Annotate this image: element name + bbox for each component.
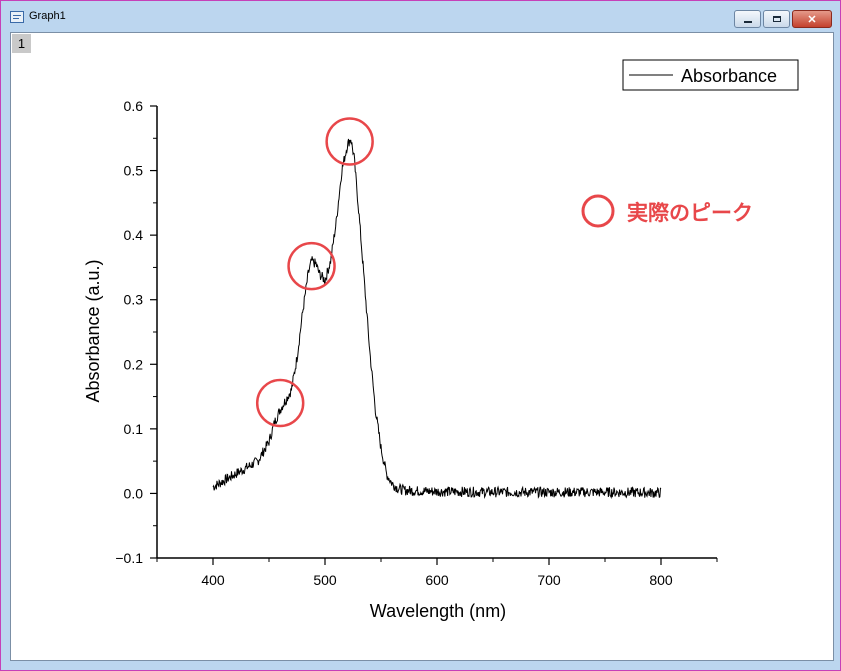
maximize-button[interactable]: [763, 10, 790, 28]
legend-label: Absorbance: [681, 66, 777, 86]
y-tick-label: 0.0: [124, 485, 144, 501]
graph-page[interactable]: 1: [10, 32, 834, 661]
window-title: Graph1: [29, 10, 66, 22]
close-icon: ✕: [807, 13, 817, 26]
y-tick-label: 0.3: [124, 292, 144, 308]
peak-marker-circle: [287, 241, 336, 291]
annotation: 実際のピーク: [581, 194, 753, 228]
legend[interactable]: Absorbance: [622, 59, 799, 91]
y-tick-label: 0.4: [124, 227, 144, 243]
x-tick-label: 500: [313, 572, 337, 588]
annotation-label: 実際のピーク: [627, 201, 753, 225]
x-tick-label: 800: [649, 572, 673, 588]
layer-tab[interactable]: 1: [12, 34, 31, 53]
y-tick-label: −0.1: [115, 550, 143, 566]
peak-markers: [255, 117, 374, 428]
chart-series[interactable]: [212, 138, 662, 500]
y-tick-label: 0.6: [124, 98, 144, 114]
x-tick-label: 600: [425, 572, 449, 588]
graph-window-icon[interactable]: [10, 11, 24, 23]
x-tick-label: 400: [201, 572, 225, 588]
y-tick-label: 0.1: [124, 421, 144, 437]
y-tick-label: 0.5: [124, 163, 144, 179]
title-bar[interactable]: Graph1 ✕: [1, 1, 840, 31]
annotation-circle-icon: [581, 194, 615, 228]
y-tick-label: 0.2: [124, 356, 144, 372]
chart-ticks: −0.1 0.0 0.1 0.2 0.3 0.4 0.5 0.6 400 500 600 700 800: [115, 98, 718, 588]
minimize-button[interactable]: [734, 10, 761, 28]
y-axis-label: Absorbance (a.u.): [83, 259, 103, 402]
x-axis-label: Wavelength (nm): [370, 601, 506, 621]
minimize-icon: [743, 20, 752, 23]
peak-marker-circle: [255, 378, 305, 428]
close-button[interactable]: ✕: [792, 10, 832, 28]
x-tick-label: 700: [537, 572, 561, 588]
absorbance-series-line: [212, 138, 662, 500]
maximize-icon: [772, 16, 781, 22]
peak-marker-circle: [325, 117, 374, 166]
